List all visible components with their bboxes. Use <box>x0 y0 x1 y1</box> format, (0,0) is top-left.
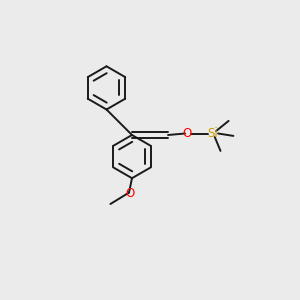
Text: O: O <box>183 127 192 140</box>
Text: Si: Si <box>208 127 218 140</box>
Text: O: O <box>126 187 135 200</box>
